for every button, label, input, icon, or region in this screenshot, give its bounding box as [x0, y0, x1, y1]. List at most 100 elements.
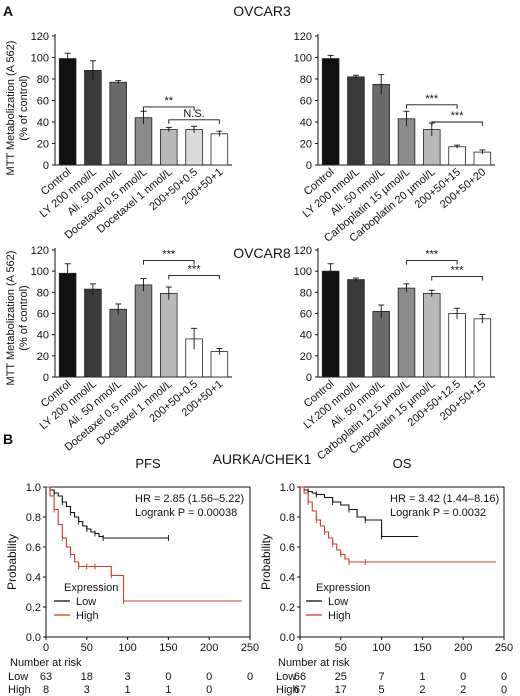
ovcar3-docetaxel-ytick-label: 100 [31, 53, 49, 65]
ovcar8-carboplatin-ytick-label: 40 [300, 330, 312, 342]
km-os-ytick-label: 0.4 [280, 572, 295, 584]
ovcar8-docetaxel-sig-label: *** [188, 263, 202, 275]
km-pfs-xtick-label: 200 [200, 642, 218, 654]
ovcar8-carboplatin-bar [372, 310, 390, 378]
ovcar8-docetaxel-bar [58, 272, 77, 378]
ovcar3-carboplatin-ytick-label: 120 [294, 31, 312, 43]
ovcar8-carboplatin-ytick-label: 20 [300, 351, 312, 363]
ovcar3-docetaxel-bar [109, 81, 127, 166]
km-os-ytick-label: 0.0 [280, 632, 295, 644]
bar-ylabel-row2-line1: MTT Metabolization (A 562) [5, 251, 17, 386]
ovcar3-carboplatin-ytick-label: 100 [294, 53, 312, 65]
ovcar8-docetaxel-sig-bracket [168, 274, 220, 280]
km-os-risk-count-low: 0 [460, 671, 466, 683]
km-pfs-risk-count-high: 8 [43, 684, 49, 696]
km-pfs-ytick-label: 0.6 [26, 542, 41, 554]
km-os-stats-logrank: Logrank P = 0.0032 [390, 507, 486, 519]
km-pfs-curve-high [46, 486, 242, 602]
ovcar8-carboplatin-bar [423, 292, 441, 378]
km-pfs-risk-count-high: 1 [165, 684, 171, 696]
ovcar3-carboplatin-bar [321, 58, 340, 166]
panel-b-title: AURKA/CHEK1 [213, 451, 312, 467]
ovcar8-carboplatin-bar [473, 318, 492, 378]
km-pfs-risk-title: Number at risk [10, 657, 82, 669]
km-os-risk-count-high: 0 [501, 684, 507, 696]
km-pfs-xtick-label: 0 [43, 642, 49, 654]
ovcar3-carboplatin-bar [347, 76, 365, 166]
ovcar8-carboplatin-sig-label: *** [451, 264, 465, 276]
km-pfs-ylabel: Probability [5, 534, 19, 590]
km-os-curve-high [300, 486, 496, 563]
row1-title: OVCAR3 [233, 3, 291, 19]
km-os-legend-label-high: High [328, 610, 351, 622]
km-os-risk-count-high: 2 [460, 684, 466, 696]
km-os-risk-count-high: 2 [419, 684, 425, 696]
ovcar3-docetaxel-ytick-label: 40 [37, 117, 49, 129]
ovcar8-carboplatin-bar [347, 279, 365, 378]
km-os-risk-count-low: 0 [501, 671, 507, 683]
ovcar3-docetaxel-ytick-label: 20 [37, 139, 49, 151]
ovcar8-docetaxel-ytick-label: 20 [37, 351, 49, 363]
ovcar8-carboplatin-ytick-label: 60 [300, 309, 312, 321]
ovcar8-docetaxel-bar [109, 308, 127, 378]
km-pfs-risk-row-label-high: High [8, 684, 31, 696]
row2-title: OVCAR8 [233, 245, 291, 261]
ovcar3-docetaxel-ytick-label: 60 [37, 96, 49, 108]
ovcar3-carboplatin-ytick-label: 60 [300, 96, 312, 108]
km-os-xtick-label: 0 [297, 642, 303, 654]
km-pfs-risk-count-low: 63 [40, 671, 52, 683]
km-pfs-xtick-label: 100 [118, 642, 136, 654]
km-os-risk-count-low: 25 [335, 671, 347, 683]
km-pfs-curve-low [46, 486, 169, 539]
km-os-risk-count-low: 66 [294, 671, 306, 683]
ovcar8-docetaxel-bar [134, 284, 153, 378]
km-pfs-stats-hr: HR = 2.85 (1.56–5.22) [135, 493, 244, 505]
km-pfs-risk-count-high: 1 [125, 684, 131, 696]
km-pfs-stats-logrank: Logrank P = 0.00038 [135, 507, 237, 519]
km-os-legend-label-low: Low [328, 596, 348, 608]
ovcar3-docetaxel-ytick-label: 80 [37, 74, 49, 86]
ovcar8-docetaxel-sig-bracket [143, 260, 195, 265]
ovcar8-carboplatin-sig-bracket [431, 276, 483, 281]
km-os-ytick-label: 0.6 [280, 542, 295, 554]
km-pfs-risk-count-low: 18 [81, 671, 93, 683]
km-os-risk-count-low: 7 [379, 671, 385, 683]
ovcar8-carboplatin-bar [321, 270, 340, 378]
ovcar8-carboplatin-bar [397, 287, 416, 378]
ovcar3-carboplatin-sig-label: *** [451, 110, 465, 122]
km-pfs-risk-count-low: 0 [206, 671, 212, 683]
km-os-xtick-label: 250 [495, 642, 513, 654]
km-pfs-legend-label-high: High [76, 610, 99, 622]
km-os-ytick-label: 0.2 [280, 602, 295, 614]
km-pfs-risk-count-low: 3 [125, 671, 131, 683]
km-os-stats-hr: HR = 3.42 (1.44–8.16) [390, 493, 499, 505]
km-os-title: OS [393, 456, 412, 471]
ovcar3-carboplatin-bar [448, 146, 466, 166]
km-pfs-ytick-label: 1.0 [26, 482, 41, 494]
km-pfs-xtick-label: 150 [159, 642, 177, 654]
ovcar8-docetaxel-bar [84, 288, 102, 378]
km-os-xtick-label: 100 [372, 642, 390, 654]
km-pfs-risk-count-low: 0 [165, 671, 171, 683]
panel-a-label: A [3, 3, 13, 19]
km-pfs-ytick-label: 0.4 [26, 572, 41, 584]
km-os-ylabel: Probability [259, 534, 273, 590]
ovcar8-docetaxel-ytick-label: 0 [43, 372, 49, 384]
km-pfs-legend-label-low: Low [76, 596, 96, 608]
ovcar8-carboplatin-ytick-label: 0 [306, 372, 312, 384]
km-os-xtick-label: 200 [454, 642, 472, 654]
km-os-risk-count-high: 67 [294, 684, 306, 696]
km-os-ytick-label: 0.8 [280, 512, 295, 524]
km-pfs-plot-frame [45, 486, 251, 638]
km-pfs-legend-title: Expression [64, 582, 118, 594]
ovcar3-carboplatin-sig-bracket [406, 104, 458, 109]
ovcar8-carboplatin-ytick-label: 80 [300, 287, 312, 299]
ovcar8-docetaxel-ytick-label: 40 [37, 330, 49, 342]
ovcar3-carboplatin-ytick-label: 40 [300, 117, 312, 129]
ovcar8-docetaxel-bar [160, 292, 178, 378]
ovcar8-docetaxel-ytick-label: 80 [37, 287, 49, 299]
ovcar8-docetaxel-bar [210, 351, 229, 378]
ovcar8-carboplatin-bar [448, 313, 466, 378]
ovcar3-docetaxel-ytick-label: 0 [43, 160, 49, 172]
